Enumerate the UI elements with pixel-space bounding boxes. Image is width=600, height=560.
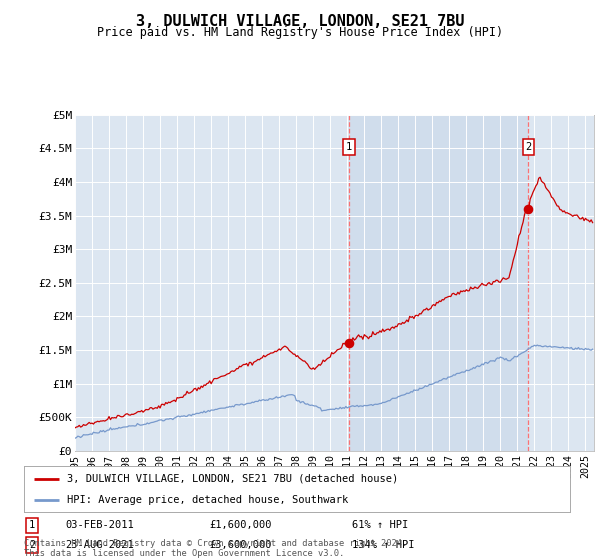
Bar xyxy=(349,115,529,451)
Text: 23-AUG-2021: 23-AUG-2021 xyxy=(65,540,134,550)
Text: 03-FEB-2011: 03-FEB-2011 xyxy=(65,520,134,530)
Text: 2: 2 xyxy=(525,142,532,152)
Text: 61% ↑ HPI: 61% ↑ HPI xyxy=(352,520,408,530)
Text: 3, DULWICH VILLAGE, LONDON, SE21 7BU: 3, DULWICH VILLAGE, LONDON, SE21 7BU xyxy=(136,14,464,29)
Text: HPI: Average price, detached house, Southwark: HPI: Average price, detached house, Sout… xyxy=(67,495,348,505)
Text: £1,600,000: £1,600,000 xyxy=(209,520,272,530)
Text: 3, DULWICH VILLAGE, LONDON, SE21 7BU (detached house): 3, DULWICH VILLAGE, LONDON, SE21 7BU (de… xyxy=(67,474,398,484)
Text: 134% ↑ HPI: 134% ↑ HPI xyxy=(352,540,414,550)
Text: 2: 2 xyxy=(29,540,35,550)
Text: Contains HM Land Registry data © Crown copyright and database right 2024.
This d: Contains HM Land Registry data © Crown c… xyxy=(24,539,407,558)
Text: 1: 1 xyxy=(346,142,352,152)
Text: Price paid vs. HM Land Registry's House Price Index (HPI): Price paid vs. HM Land Registry's House … xyxy=(97,26,503,39)
Text: 1: 1 xyxy=(29,520,35,530)
Text: £3,600,000: £3,600,000 xyxy=(209,540,272,550)
Point xyxy=(524,204,533,213)
Point xyxy=(344,339,353,348)
